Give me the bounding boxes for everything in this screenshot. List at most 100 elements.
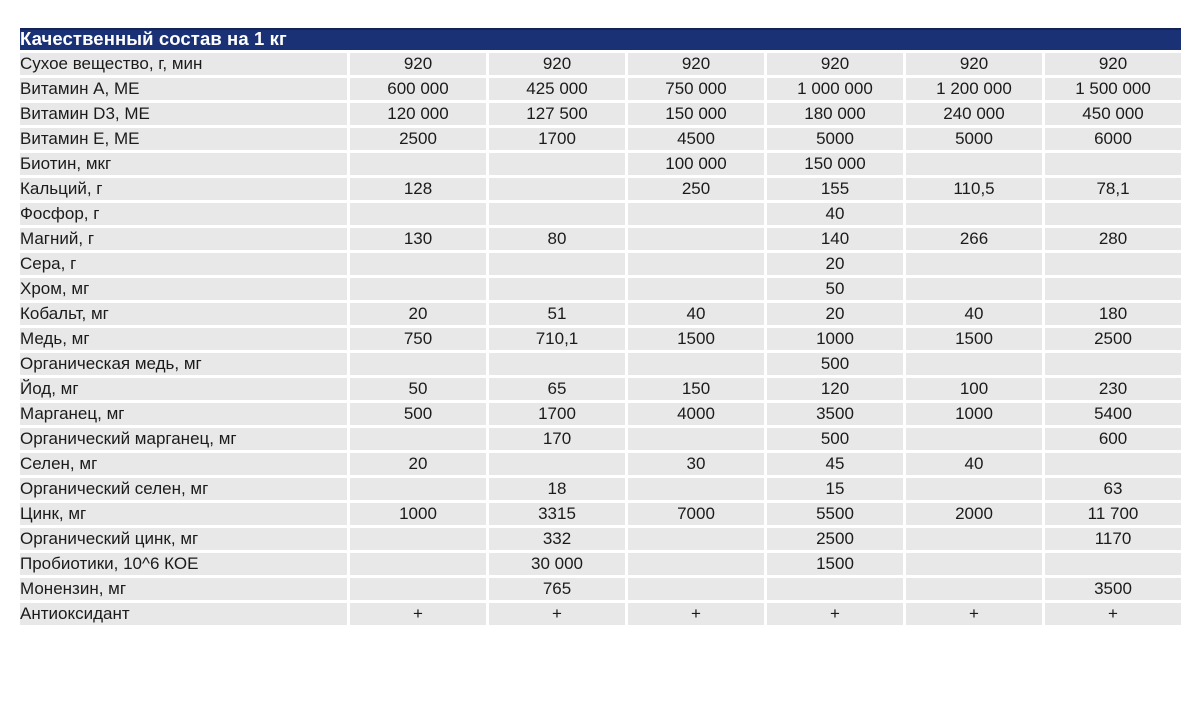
cell-value	[625, 275, 767, 303]
cell-value: 50	[764, 275, 906, 303]
cell-value: 18	[486, 475, 628, 503]
cell-value: 1 000 000	[764, 75, 906, 103]
cell-value	[1041, 200, 1185, 228]
cell-value	[486, 175, 628, 203]
table-row: Фосфор, г 40	[17, 200, 1185, 228]
cell-value: +	[903, 600, 1045, 628]
cell-value: 40	[625, 300, 767, 328]
cell-value	[1041, 550, 1185, 578]
table-body: Сухое вещество, г, мин 920 920 920 920 920 920…	[17, 50, 1185, 628]
cell-value: 2500	[764, 525, 906, 553]
row-label: Магний, г	[17, 225, 350, 253]
cell-value: 180 000	[764, 100, 906, 128]
cell-value: 40	[903, 300, 1045, 328]
cell-value: 11 700	[1041, 500, 1185, 528]
cell-value: 1 500 000	[1041, 75, 1185, 103]
cell-value: 920	[625, 50, 767, 78]
cell-value: 30	[625, 450, 767, 478]
cell-value: +	[625, 600, 767, 628]
row-label: Хром, мг	[17, 275, 350, 303]
cell-value	[347, 425, 489, 453]
cell-value: 5400	[1041, 400, 1185, 428]
cell-value: 500	[764, 350, 906, 378]
cell-value: 1500	[625, 325, 767, 353]
cell-value	[347, 525, 489, 553]
cell-value: 120 000	[347, 100, 489, 128]
cell-value: 425 000	[486, 75, 628, 103]
cell-value	[1041, 275, 1185, 303]
row-label: Органический селен, мг	[17, 475, 350, 503]
table-row: Хром, мг 50	[17, 275, 1185, 303]
cell-value	[625, 250, 767, 278]
cell-value: +	[486, 600, 628, 628]
row-label: Селен, мг	[17, 450, 350, 478]
table-row: Йод, мг 50 65 150 120 100 230	[17, 375, 1185, 403]
table-row: Биотин, мкг 100 000 150 000	[17, 150, 1185, 178]
row-label: Йод, мг	[17, 375, 350, 403]
page: Качественный состав на 1 кг Сухое вещест…	[16, 25, 1185, 628]
cell-value	[486, 200, 628, 228]
cell-value: 3500	[764, 400, 906, 428]
cell-value	[903, 250, 1045, 278]
table-row: Органический марганец, мг 170 500 600	[17, 425, 1185, 453]
cell-value	[347, 150, 489, 178]
table-row: Витамин D3, МЕ 120 000 127 500 150 000 180 0…	[17, 100, 1185, 128]
row-label: Биотин, мкг	[17, 150, 350, 178]
cell-value	[1041, 350, 1185, 378]
cell-value: 765	[486, 575, 628, 603]
table-row: Марганец, мг 500 1700 4000 3500 1000 5400	[17, 400, 1185, 428]
cell-value: 127 500	[486, 100, 628, 128]
cell-value	[347, 250, 489, 278]
table-row: Пробиотики, 10^6 КОЕ 30 000 1500	[17, 550, 1185, 578]
cell-value	[347, 350, 489, 378]
cell-value	[1041, 150, 1185, 178]
cell-value: 600	[1041, 425, 1185, 453]
table-row: Цинк, мг 1000 3315 7000 5500 2000 11 700	[17, 500, 1185, 528]
cell-value: 7000	[625, 500, 767, 528]
cell-value: 50	[347, 375, 489, 403]
cell-value: 40	[903, 450, 1045, 478]
cell-value	[347, 200, 489, 228]
cell-value	[625, 525, 767, 553]
cell-value: 920	[1041, 50, 1185, 78]
cell-value: 1700	[486, 400, 628, 428]
table-row: Антиоксидант + + + + + +	[17, 600, 1185, 628]
cell-value	[347, 550, 489, 578]
table-row: Магний, г 130 80 140 266 280	[17, 225, 1185, 253]
row-label: Органический цинк, мг	[17, 525, 350, 553]
cell-value: 230	[1041, 375, 1185, 403]
row-label: Органическая медь, мг	[17, 350, 350, 378]
cell-value: 1000	[764, 325, 906, 353]
cell-value	[1041, 450, 1185, 478]
table-row: Сера, г 20	[17, 250, 1185, 278]
cell-value: 120	[764, 375, 906, 403]
cell-value	[486, 275, 628, 303]
cell-value	[903, 525, 1045, 553]
cell-value	[486, 250, 628, 278]
table-row: Органический цинк, мг 332 2500 1170	[17, 525, 1185, 553]
cell-value: 1 200 000	[903, 75, 1045, 103]
cell-value: 20	[347, 300, 489, 328]
cell-value: 20	[347, 450, 489, 478]
cell-value	[903, 475, 1045, 503]
cell-value: 130	[347, 225, 489, 253]
cell-value	[903, 350, 1045, 378]
cell-value: 2500	[347, 125, 489, 153]
cell-value: 920	[347, 50, 489, 78]
cell-value: 170	[486, 425, 628, 453]
cell-value: 1000	[347, 500, 489, 528]
composition-table: Качественный состав на 1 кг Сухое вещест…	[16, 25, 1185, 628]
cell-value: 20	[764, 250, 906, 278]
cell-value: 332	[486, 525, 628, 553]
cell-value	[903, 275, 1045, 303]
cell-value: 65	[486, 375, 628, 403]
table-row: Органический селен, мг 18 15 63	[17, 475, 1185, 503]
cell-value: 2500	[1041, 325, 1185, 353]
cell-value: 5000	[764, 125, 906, 153]
cell-value	[347, 475, 489, 503]
cell-value: +	[1041, 600, 1185, 628]
cell-value: 280	[1041, 225, 1185, 253]
cell-value: 750 000	[625, 75, 767, 103]
cell-value: +	[347, 600, 489, 628]
cell-value: 150	[625, 375, 767, 403]
